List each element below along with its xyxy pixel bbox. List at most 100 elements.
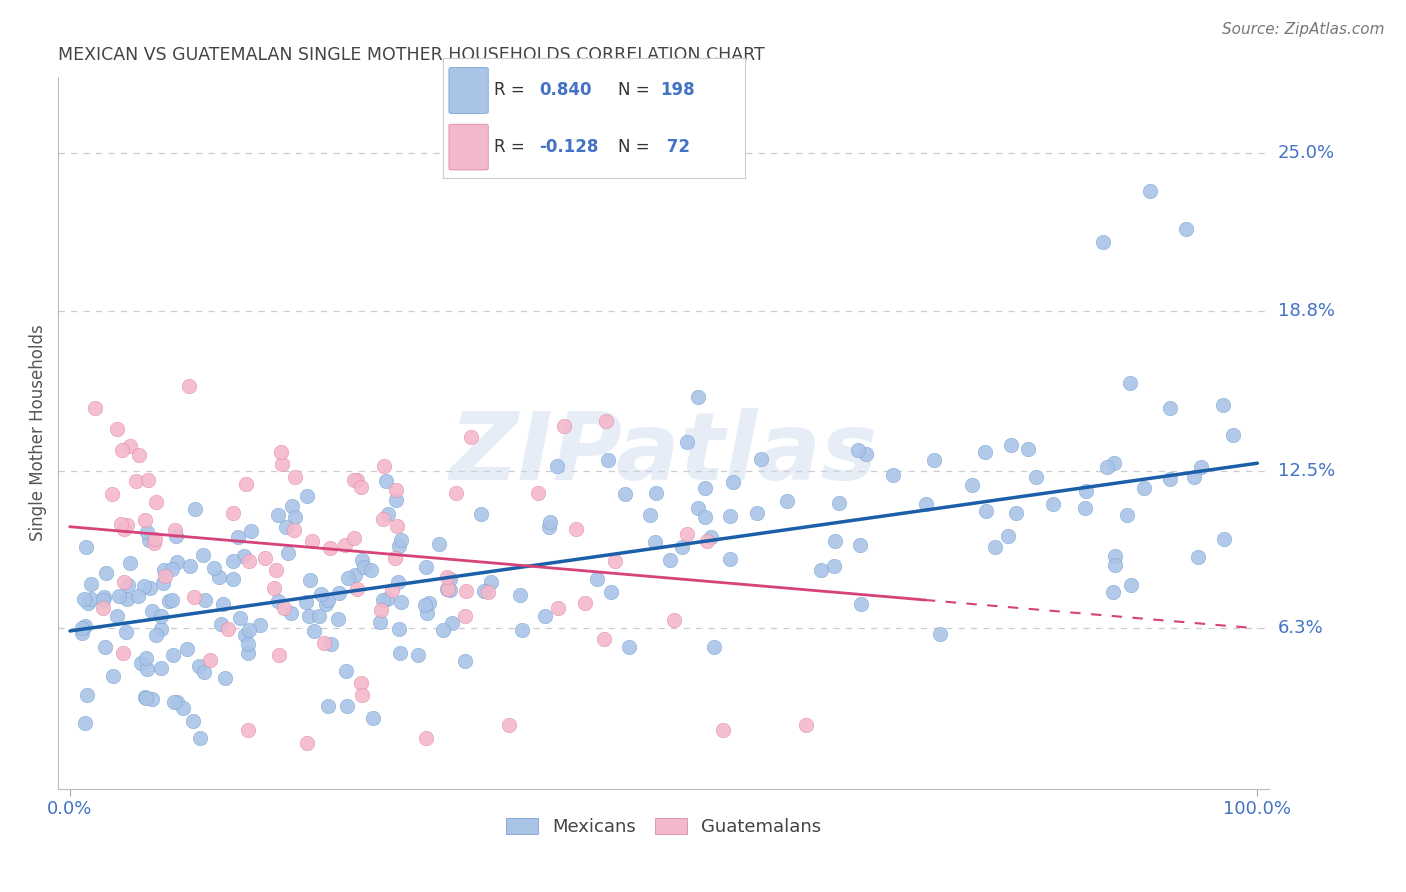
Point bbox=[145, 628, 167, 642]
Text: N =: N = bbox=[619, 138, 655, 156]
Legend: Mexicans, Guatemalans: Mexicans, Guatemalans bbox=[499, 811, 828, 844]
Point bbox=[335, 665, 357, 679]
Point bbox=[281, 499, 304, 513]
Point bbox=[745, 506, 768, 520]
Point bbox=[181, 714, 204, 729]
Point bbox=[565, 522, 588, 536]
Point bbox=[439, 572, 461, 586]
Point bbox=[439, 582, 461, 597]
Point bbox=[222, 506, 245, 520]
Point bbox=[418, 596, 440, 610]
Point bbox=[671, 540, 693, 554]
Point bbox=[699, 530, 721, 544]
Text: 12.5%: 12.5% bbox=[1278, 462, 1334, 480]
Point bbox=[1104, 549, 1126, 563]
Text: MEXICAN VS GUATEMALAN SINGLE MOTHER HOUSEHOLDS CORRELATION CHART: MEXICAN VS GUATEMALAN SINGLE MOTHER HOUS… bbox=[58, 46, 765, 64]
Point bbox=[384, 551, 406, 566]
Point bbox=[238, 554, 260, 568]
Point bbox=[93, 591, 115, 605]
Point bbox=[343, 567, 366, 582]
Point bbox=[150, 609, 173, 624]
Point bbox=[718, 552, 741, 566]
Point bbox=[370, 615, 392, 629]
Point bbox=[1213, 532, 1236, 546]
Point bbox=[120, 439, 142, 453]
Point bbox=[454, 584, 477, 599]
Point bbox=[828, 496, 851, 510]
Point bbox=[823, 558, 845, 573]
Point bbox=[94, 640, 117, 655]
Point bbox=[176, 642, 198, 657]
Point bbox=[696, 534, 718, 549]
Point bbox=[75, 540, 97, 554]
Point bbox=[538, 515, 561, 529]
Point bbox=[212, 597, 235, 611]
Point bbox=[284, 470, 307, 484]
Point bbox=[75, 716, 97, 731]
Point bbox=[103, 669, 125, 683]
Point bbox=[385, 483, 408, 498]
Point bbox=[454, 609, 477, 624]
Point bbox=[150, 661, 173, 675]
Y-axis label: Single Mother Households: Single Mother Households bbox=[30, 325, 46, 541]
Point bbox=[152, 563, 174, 577]
FancyBboxPatch shape bbox=[449, 124, 488, 170]
Point bbox=[236, 723, 259, 737]
Point bbox=[824, 533, 846, 548]
Point bbox=[711, 723, 734, 737]
Point bbox=[115, 625, 138, 640]
Text: R =: R = bbox=[495, 138, 530, 156]
Point bbox=[360, 563, 382, 577]
Point bbox=[389, 533, 412, 548]
Point bbox=[413, 598, 436, 612]
Point bbox=[613, 486, 636, 500]
Point bbox=[848, 538, 870, 552]
Point bbox=[427, 537, 450, 551]
Point bbox=[794, 718, 817, 732]
Point bbox=[110, 517, 132, 532]
Point bbox=[267, 508, 290, 523]
Point bbox=[233, 628, 256, 642]
Point bbox=[108, 589, 131, 603]
Point bbox=[153, 568, 176, 582]
Point bbox=[454, 654, 477, 668]
Point bbox=[128, 448, 150, 462]
Text: ZIPatlas: ZIPatlas bbox=[450, 408, 877, 500]
Point bbox=[326, 612, 349, 626]
Point bbox=[460, 430, 482, 444]
Point bbox=[974, 504, 997, 518]
Point bbox=[599, 585, 621, 599]
Point bbox=[193, 548, 215, 562]
Point bbox=[553, 419, 575, 434]
Point bbox=[416, 606, 439, 620]
Point bbox=[1182, 469, 1205, 483]
Point bbox=[297, 736, 319, 750]
Point bbox=[415, 731, 437, 745]
Point bbox=[472, 583, 495, 598]
Point bbox=[183, 590, 205, 604]
Point bbox=[1091, 235, 1114, 249]
Point bbox=[314, 636, 336, 650]
Text: 198: 198 bbox=[661, 81, 695, 100]
Point bbox=[135, 690, 157, 705]
Point bbox=[236, 637, 259, 651]
Point bbox=[1102, 584, 1125, 599]
Point bbox=[1175, 222, 1198, 236]
Point bbox=[1017, 442, 1039, 456]
Point bbox=[1074, 500, 1097, 515]
Point bbox=[574, 596, 596, 610]
Point bbox=[141, 604, 163, 618]
Point bbox=[1222, 427, 1244, 442]
Point bbox=[238, 623, 260, 637]
Point bbox=[295, 489, 318, 503]
Point bbox=[388, 646, 411, 660]
Point bbox=[375, 475, 398, 489]
Point bbox=[373, 593, 395, 607]
Point bbox=[693, 510, 716, 524]
Point bbox=[165, 529, 187, 543]
Point bbox=[134, 513, 156, 527]
Point bbox=[79, 576, 101, 591]
Point bbox=[1025, 469, 1047, 483]
Point bbox=[353, 560, 375, 574]
Point bbox=[373, 512, 395, 526]
